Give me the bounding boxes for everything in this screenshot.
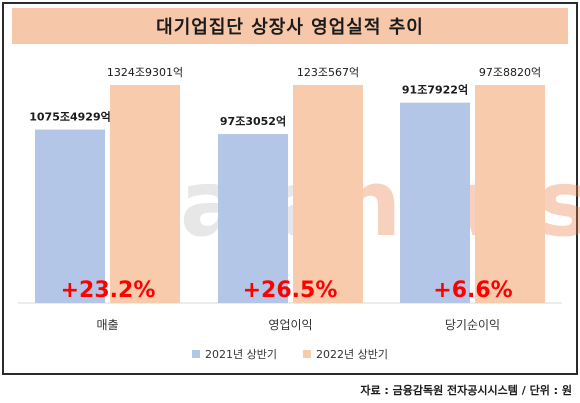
data-label-2021-1: 97조3052억 xyxy=(220,115,286,128)
data-label-2022-1: 123조567억 xyxy=(297,66,359,79)
bar-2022-1 xyxy=(293,85,363,303)
chart-legend: 2021년 상반기 2022년 상반기 xyxy=(0,346,580,362)
legend-swatch-2021 xyxy=(192,350,201,358)
data-label-2022-2: 97조8820억 xyxy=(479,66,541,79)
legend-label-2022: 2022년 상반기 xyxy=(316,348,388,361)
category-label-2: 당기순이익 xyxy=(445,318,500,332)
legend-label-2021: 2021년 상반기 xyxy=(205,348,277,361)
title-band: 대기업집단 상장사 영업실적 추이 xyxy=(12,8,568,44)
bar-2021-2 xyxy=(400,102,470,304)
legend-item-2021: 2021년 상반기 xyxy=(192,346,277,362)
data-label-2021-0: 1075조4929억 xyxy=(29,111,110,124)
bar-2022-2 xyxy=(475,85,545,303)
growth-label-1: +26.5% xyxy=(243,278,338,303)
legend-item-2022: 2022년 상반기 xyxy=(303,346,388,362)
legend-swatch-2022 xyxy=(303,350,311,358)
category-label-1: 영업이익 xyxy=(268,318,312,332)
data-label-2022-0: 1324조9301억 xyxy=(107,66,183,79)
data-label-2021-2: 91조7922억 xyxy=(402,84,468,97)
growth-label-0: +23.2% xyxy=(61,278,156,303)
growth-label-2: +6.6% xyxy=(433,278,512,303)
bar-2022-0 xyxy=(110,85,180,303)
bar-2021-1 xyxy=(218,134,288,303)
category-label-0: 매출 xyxy=(96,318,118,332)
source-note: 자료 : 금융감독원 전자공시시스템 / 단위 : 원 xyxy=(360,384,572,397)
bar-2021-0 xyxy=(35,129,105,303)
chart-title: 대기업집단 상장사 영업실적 추이 xyxy=(156,17,424,38)
